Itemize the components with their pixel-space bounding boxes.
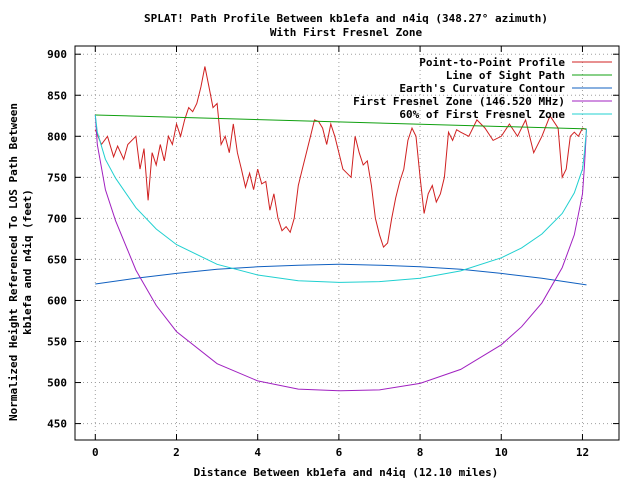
- legend-label: Line of Sight Path: [446, 69, 565, 82]
- x-tick-label: 2: [173, 446, 180, 459]
- series-line-0: [94, 66, 587, 249]
- grid-lines: [75, 46, 619, 440]
- x-axis-label: Distance Between kb1efa and n4iq (12.10 …: [194, 466, 499, 479]
- x-tick-label: 0: [92, 446, 99, 459]
- y-tick-label: 700: [47, 212, 67, 225]
- x-tick-label: 4: [254, 446, 261, 459]
- legend-label: Point-to-Point Profile: [419, 56, 565, 69]
- y-tick-label: 750: [47, 171, 67, 184]
- legend-label: 60% of First Fresnel Zone: [399, 108, 565, 121]
- x-tick-label: 12: [576, 446, 589, 459]
- y-tick-label: 900: [47, 48, 67, 61]
- y-tick-label: 650: [47, 253, 67, 266]
- legend-label: Earth's Curvature Contour: [399, 82, 565, 95]
- series-layer: [94, 66, 587, 392]
- tick-layer: 0 2 4 6 8 10 12 450 500 550 600 650 700 750 800 850 900: [47, 46, 619, 459]
- chart-title: SPLAT! Path Profile Between kb1efa and n…: [144, 12, 548, 25]
- series-line-4: [94, 114, 587, 283]
- x-tick-label: 6: [336, 446, 343, 459]
- series-line-3: [94, 114, 587, 392]
- x-tick-label: 8: [417, 446, 424, 459]
- plot-frame: [74, 45, 620, 441]
- y-tick-label: 850: [47, 89, 67, 102]
- y-tick-label: 550: [47, 336, 67, 349]
- y-axis-label-line2: kb1efa and n4iq (feet): [21, 189, 34, 335]
- series-line-2: [95, 263, 587, 286]
- y-axis-label-line1: Normalized Height Referenced To LOS Path…: [7, 103, 20, 421]
- y-tick-label: 500: [47, 377, 67, 390]
- y-tick-label: 800: [47, 130, 67, 143]
- y-tick-label: 450: [47, 418, 67, 431]
- x-tick-label: 10: [495, 446, 508, 459]
- legend-label: First Fresnel Zone (146.520 MHz): [353, 95, 565, 108]
- series-line-1: [95, 114, 587, 130]
- chart-subtitle: With First Fresnel Zone: [270, 26, 423, 39]
- y-tick-label: 600: [47, 294, 67, 307]
